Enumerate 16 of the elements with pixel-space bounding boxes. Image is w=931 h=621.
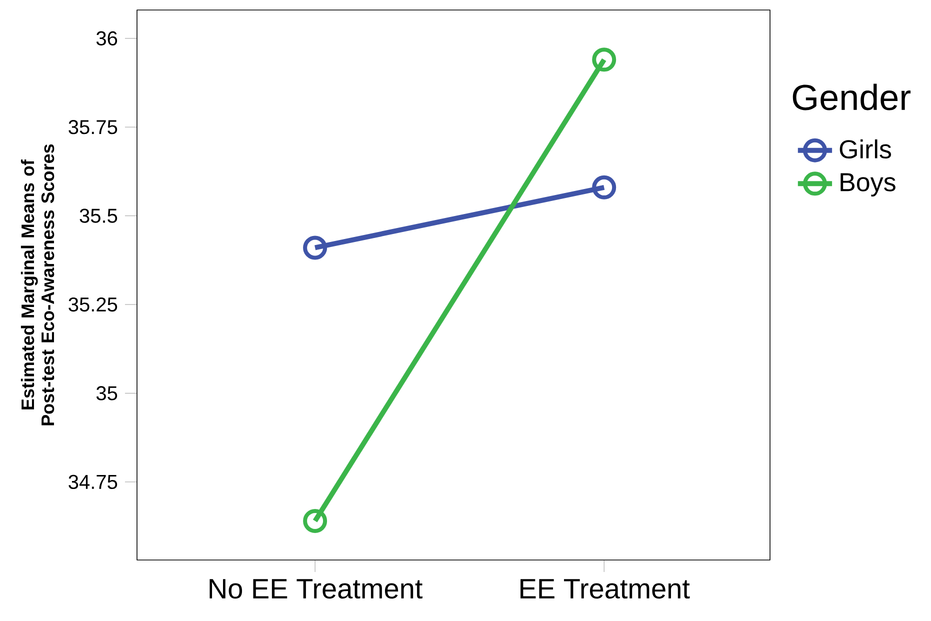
y-tick-label: 35: [96, 386, 118, 400]
y-tick-label: 35.75: [68, 120, 118, 134]
y-tick-label: 35.5: [80, 208, 118, 223]
legend-label: Boys: [840, 173, 896, 197]
x-tick-label: No EE Treatment: [210, 579, 422, 599]
x-tick-label: EE Treatment: [520, 579, 690, 599]
point: [303, 236, 328, 260]
y-tick-label: 35.25: [68, 297, 118, 312]
y-tick-label: 36: [96, 31, 118, 46]
legend-title: Gender: [792, 84, 911, 110]
legend-label: Girls: [840, 139, 892, 158]
y-axis-title: Estimated Marginal Means of Post-test Eco-Awareness Scores: [20, 144, 54, 426]
y-tick-label: 34.75: [68, 474, 118, 490]
point: [592, 48, 616, 72]
point: [303, 508, 328, 533]
point: [592, 175, 616, 200]
